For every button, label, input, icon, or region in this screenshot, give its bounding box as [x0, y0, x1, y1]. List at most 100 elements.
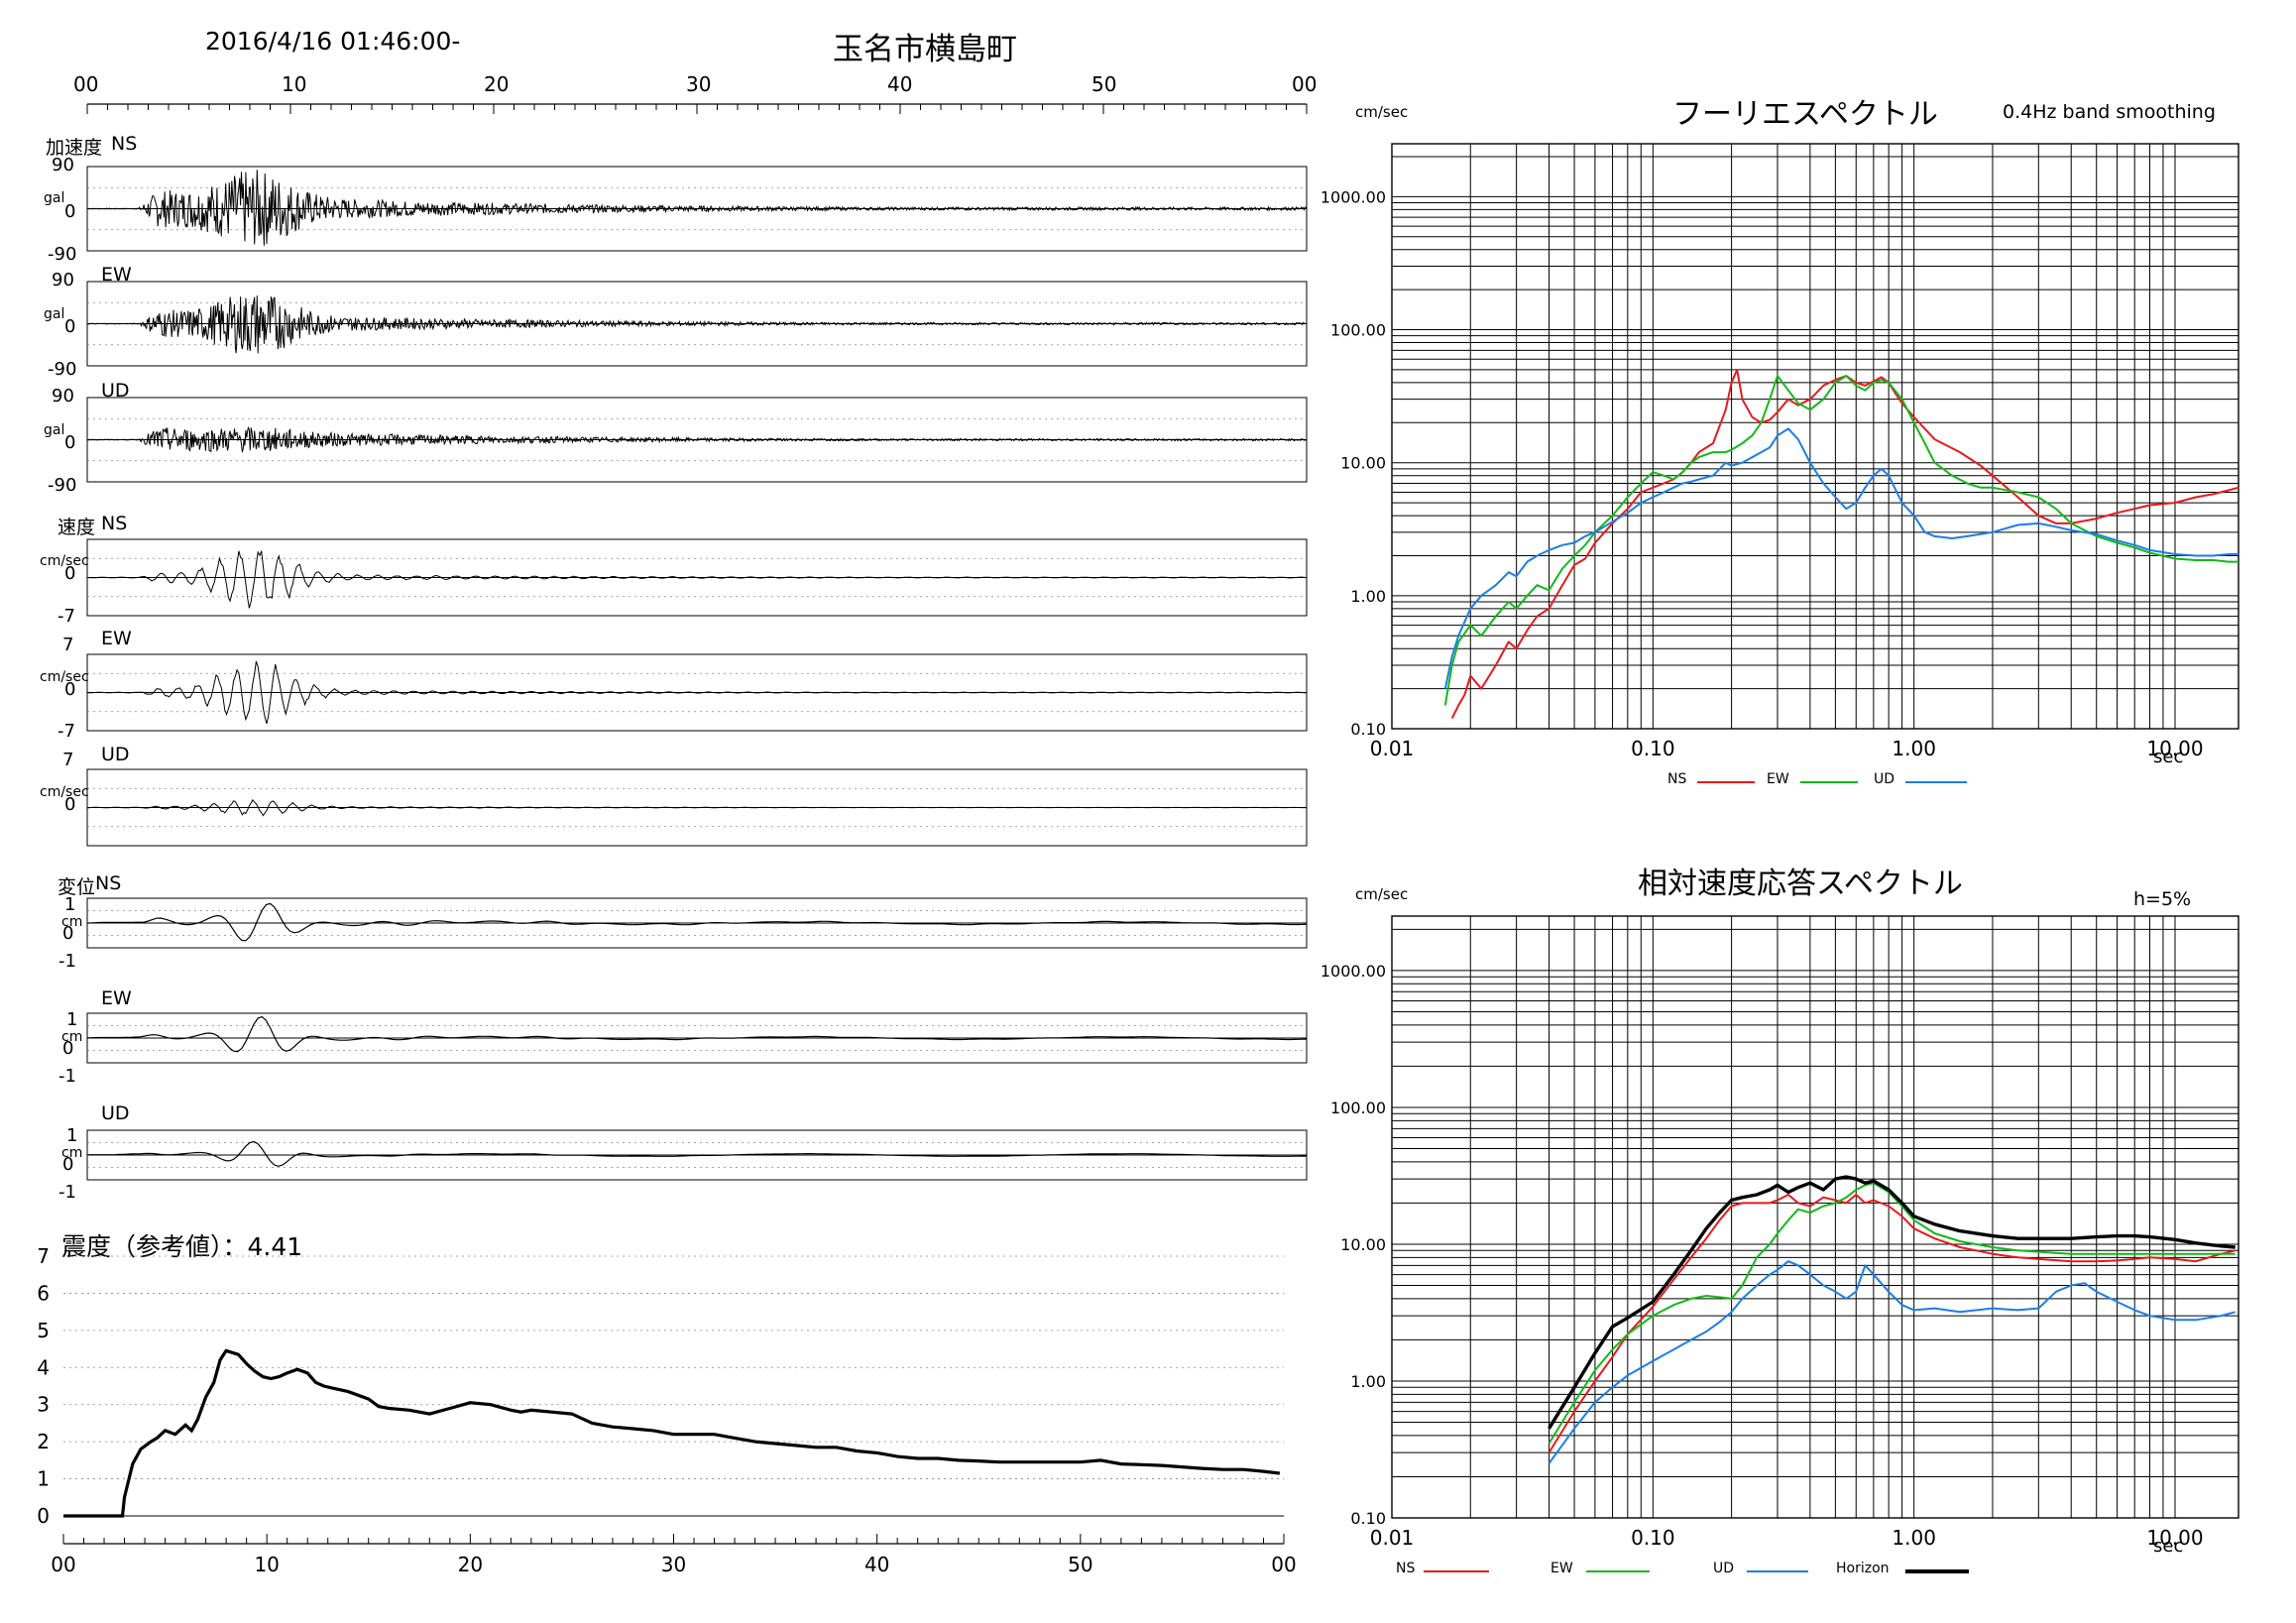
waveform-panel-3: [86, 538, 1308, 617]
response-series-ns: [1548, 1194, 2236, 1453]
tick-min: -7: [57, 606, 75, 627]
tick-zero: 0: [64, 432, 76, 453]
legend-swatch-ew: [1800, 781, 1858, 783]
component-label: UD: [101, 744, 130, 765]
tick-zero: 0: [64, 316, 76, 337]
time-tick-label: 00: [73, 72, 99, 96]
tick-zero: 0: [62, 923, 74, 944]
unit-label: cm: [61, 914, 83, 930]
legend-label-ud: UD: [1713, 1561, 1735, 1576]
legend-swatch-ns: [1424, 1570, 1489, 1572]
shindo-x-tick-label: 40: [864, 1553, 889, 1576]
waveform-panels: [86, 103, 1308, 1181]
waveform-panel-1: [86, 281, 1308, 367]
tick-zero: 0: [64, 563, 76, 584]
waveform-panel-2: [86, 397, 1308, 483]
waveform-panel-0: [86, 166, 1308, 252]
waveform-trace: [86, 426, 1308, 453]
shindo-series-line: [63, 1348, 1281, 1518]
tick-zero: 0: [62, 1154, 74, 1175]
legend-label-ew: EW: [1767, 771, 1789, 787]
group-label-velocity: 速度: [57, 517, 96, 538]
tick-max: 7: [62, 750, 74, 770]
component-label: EW: [101, 987, 132, 1009]
response-series-ud: [1548, 1260, 2236, 1464]
response-y-tick-label: 1.00: [1350, 1372, 1386, 1391]
fourier-y-tick-label: 1.00: [1350, 587, 1386, 606]
legend-swatch-ew: [1586, 1570, 1650, 1572]
tick-max: 1: [66, 1009, 78, 1030]
waveform-trace: [86, 550, 1308, 609]
waveform-panel-6: [86, 897, 1308, 949]
waveform-trace: [86, 295, 1308, 354]
legend-swatch-ud: [1747, 1570, 1808, 1572]
response-y-tick-label: 10.00: [1340, 1235, 1386, 1254]
tick-zero: 0: [64, 201, 76, 222]
shindo-title: 震度（参考値）：4.41: [61, 1232, 303, 1261]
tick-max: 90: [52, 155, 74, 175]
shindo-x-tick-label: 00: [1271, 1553, 1296, 1576]
unit-label: gal: [44, 306, 65, 322]
time-tick-label: 20: [484, 72, 510, 96]
waveform-panel-7: [86, 1012, 1308, 1064]
tick-max: 1: [66, 1125, 78, 1146]
component-label: NS: [111, 133, 138, 155]
response-y-unit: cm/sec: [1355, 885, 1409, 903]
component-label: EW: [101, 264, 132, 286]
unit-label: cm/sec: [40, 669, 89, 685]
fourier-y-unit: cm/sec: [1355, 103, 1409, 121]
legend-swatch-ud: [1905, 781, 1967, 783]
event-datetime: 2016/4/16 01:46:00-: [205, 27, 461, 56]
legend-label-ns: NS: [1667, 771, 1687, 787]
fourier-note: 0.4Hz band smoothing: [2003, 101, 2216, 123]
response-series-horizon: [1548, 1175, 2236, 1430]
fourier-series-ud: [1443, 427, 2239, 689]
response-series-ew: [1548, 1182, 2236, 1445]
unit-label: gal: [44, 422, 65, 438]
shindo-y-tick-label: 7: [37, 1244, 50, 1268]
component-label: UD: [101, 380, 130, 402]
shindo-y-tick-label: 1: [37, 1467, 50, 1491]
component-label: NS: [95, 872, 122, 894]
shindo-x-tick-label: 30: [661, 1553, 686, 1576]
fourier-x-tick-label: 0.01: [1370, 737, 1415, 760]
component-label: UD: [101, 1102, 130, 1124]
group-label-displacement: 変位: [57, 876, 96, 898]
tick-max: 90: [52, 386, 74, 406]
component-label: NS: [101, 513, 128, 534]
unit-label: cm: [61, 1145, 83, 1161]
time-tick-label: 40: [887, 72, 913, 96]
tick-min: -1: [58, 1182, 76, 1203]
fourier-x-unit: sec: [2153, 747, 2184, 767]
shindo-x-tick-label: 10: [254, 1553, 279, 1576]
legend-swatch-horizon: [1905, 1569, 1969, 1573]
time-tick-label: 30: [686, 72, 712, 96]
waveform-trace: [86, 902, 1308, 942]
fourier-x-tick-label: 1.00: [1892, 737, 1936, 760]
fourier-series-ew: [1443, 375, 2239, 706]
station-name: 玉名市横島町: [833, 32, 1017, 67]
time-tick-label: 00: [1292, 72, 1318, 96]
legend-label-ew: EW: [1550, 1561, 1573, 1576]
tick-max: 7: [62, 635, 74, 655]
tick-max: 90: [52, 270, 74, 290]
shindo-y-tick-label: 3: [37, 1393, 50, 1417]
response-frame: [1391, 915, 2239, 1519]
legend-label-ns: NS: [1396, 1561, 1416, 1576]
shindo-x-tick-label: 50: [1068, 1553, 1092, 1576]
waveform-panel-8: [86, 1129, 1308, 1181]
unit-label: cm/sec: [40, 553, 89, 569]
unit-label: cm: [61, 1029, 83, 1045]
response-x-tick-label: 0.10: [1631, 1526, 1675, 1550]
shindo-x-tick-label: 00: [51, 1553, 75, 1576]
group-label-acceleration: 加速度: [46, 137, 103, 159]
response-x-unit: sec: [2153, 1536, 2184, 1557]
response-title: 相対速度応答スペクトル: [1638, 867, 1963, 901]
tick-min: -1: [58, 1066, 76, 1087]
tick-min: -90: [48, 359, 77, 380]
response-x-tick-label: 1.00: [1892, 1526, 1936, 1550]
waveform-panel-5: [86, 768, 1308, 847]
tick-min: -90: [48, 475, 77, 496]
shindo-x-tick-label: 20: [458, 1553, 483, 1576]
waveform-trace: [86, 1140, 1307, 1167]
